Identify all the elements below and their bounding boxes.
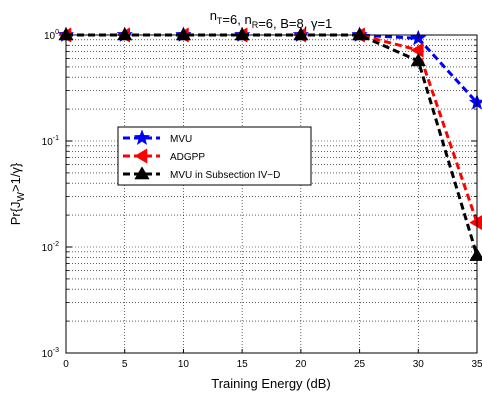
y-tick-label: 10-2 <box>42 241 59 254</box>
y-tick-label: 10-1 <box>42 135 59 148</box>
x-tick-label: 35 <box>471 359 482 370</box>
legend-label: MVU <box>170 134 192 145</box>
legend-marker <box>134 148 148 164</box>
legend-label: ADGPP <box>170 152 205 163</box>
legend-marker <box>134 166 150 180</box>
plot-frame <box>65 34 478 354</box>
data-point-marker <box>117 27 133 41</box>
y-axis-title: Pr{JW>1/γ} <box>8 162 27 225</box>
y-tick-label: 100 <box>44 29 59 42</box>
x-tick-label: 20 <box>295 359 307 370</box>
legend-marker <box>133 129 151 146</box>
legend-item: MVU <box>123 129 192 146</box>
data-point-marker <box>351 27 368 41</box>
data-point-marker <box>293 27 309 41</box>
data-point-marker <box>410 53 426 67</box>
x-tick-label: 5 <box>122 359 128 370</box>
plot-area <box>66 35 477 353</box>
x-tick-label: 10 <box>178 359 190 370</box>
legend-label: MVU in Subsection IV−D <box>170 170 280 181</box>
ticks: 0 5 10 15 20 25 30 35 100 10-1 10-2 10-3 <box>42 29 482 370</box>
legend: MVU ADGPP MVU in Subsection IV−D <box>117 126 312 186</box>
data-point-marker <box>469 215 482 231</box>
x-axis-title: Training Energy (dB) <box>211 376 330 391</box>
x-tick-label: 30 <box>413 359 425 370</box>
data-point-marker <box>175 27 192 41</box>
data-point-marker <box>234 27 250 41</box>
x-tick-label: 15 <box>237 359 249 370</box>
y-tick-label: 10-3 <box>42 347 59 360</box>
grid <box>65 35 478 354</box>
legend-item: ADGPP <box>123 148 205 164</box>
x-tick-label: 0 <box>63 359 69 370</box>
legend-item: MVU in Subsection IV−D <box>123 166 280 181</box>
x-tick-label: 25 <box>354 359 366 370</box>
data-point-marker <box>410 42 424 58</box>
chart-title: nT=6, nR=6, B=8, γ=1 <box>210 8 333 31</box>
